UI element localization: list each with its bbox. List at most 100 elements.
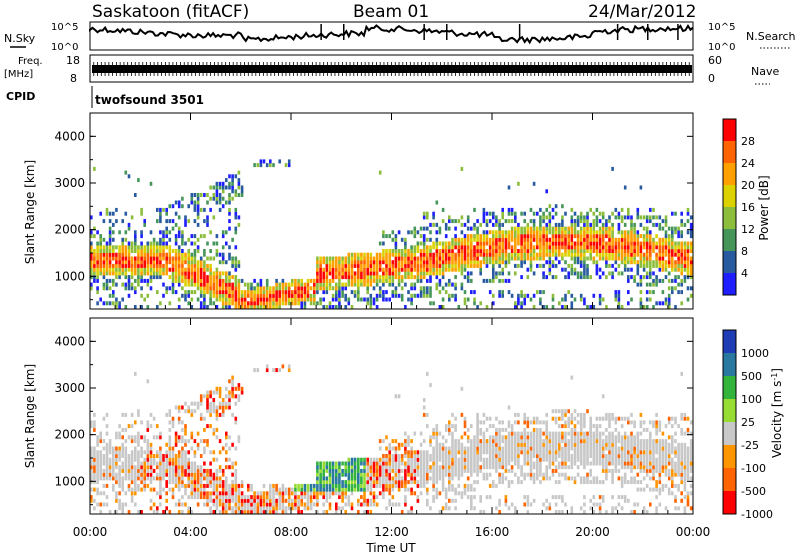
heatmap-cell [287,282,291,287]
heatmap-cell [542,234,545,239]
heatmap-cell [473,237,476,242]
heatmap-cell [605,249,608,253]
heatmap-cell [177,226,181,231]
heatmap-cell [558,252,561,257]
heatmap-cell [567,237,570,242]
heatmap-cell [435,465,439,470]
heatmap-cell [444,245,448,250]
heatmap-cell [551,450,555,455]
heatmap-cell [677,260,680,265]
heatmap-cell [529,263,533,268]
heatmap-cell [545,465,548,470]
heatmap-cell [184,252,187,257]
heatmap-cell [177,263,181,268]
heatmap-cell [127,278,131,283]
heatmap-cell [583,226,586,231]
heatmap-cell [457,468,461,473]
heatmap-cell [586,454,589,458]
heatmap-cell [686,256,690,261]
heatmap-cell [435,200,439,205]
heatmap-cell [451,468,454,473]
heatmap-cell [187,252,190,257]
heatmap-cell [121,241,124,246]
heatmap-cell [598,211,602,216]
heatmap-cell [234,510,238,514]
heatmap-cell [579,237,583,242]
heatmap-cell [394,271,398,276]
heatmap-cell [501,241,504,246]
heatmap-cell [514,305,517,309]
heatmap-cell [269,159,272,164]
heatmap-cell [589,305,592,309]
heatmap-cell [642,245,646,250]
heatmap-cell [272,495,275,500]
heatmap-cell [156,245,159,250]
heatmap-cell [526,472,530,477]
heatmap-cell [177,305,181,309]
heatmap-cell [463,252,467,257]
heatmap-cell [93,267,96,272]
heatmap-cell [265,510,269,514]
heatmap-cell [99,252,102,257]
heatmap-cell [601,234,605,239]
heatmap-cell [199,465,203,470]
heatmap-cell [448,498,451,503]
heatmap-cell [294,491,297,496]
heatmap-cell [674,252,677,257]
heatmap-cell [466,278,470,283]
heatmap-cell [159,271,162,276]
heatmap-cell [382,234,385,239]
heatmap-cell [655,275,658,280]
heatmap-cell [228,252,231,257]
heatmap-cell [438,267,442,272]
heatmap-cell [551,237,555,242]
heatmap-cell [105,260,109,265]
heatmap-cell [451,263,454,268]
heatmap-cell [441,468,445,473]
heatmap-cell [357,480,360,485]
nsearch-tick-bottom: 10^0 [708,42,735,53]
heatmap-cell [243,495,247,500]
heatmap-cell [174,405,178,410]
heatmap-cell [554,263,558,268]
heatmap-cell [667,271,671,276]
heatmap-cell [579,424,583,429]
heatmap-cell [686,263,690,268]
heatmap-cell [360,461,363,466]
heatmap-cell [539,439,542,444]
heatmap-cell [454,245,457,250]
heatmap-cell [256,510,260,514]
heatmap-cell [168,409,172,414]
heatmap-cell [466,461,470,466]
heatmap-cell [529,226,533,231]
heatmap-cell [265,491,269,496]
heatmap-cell [363,267,366,272]
heatmap-cell [225,506,228,511]
heatmap-cell [463,245,467,250]
heatmap-cell [410,476,413,481]
heatmap-cell [143,271,146,276]
heatmap-cell [561,267,564,272]
heatmap-cell [243,498,247,503]
heatmap-cell [438,282,442,287]
heatmap-cell [338,256,341,261]
heatmap-cell [196,193,200,197]
heatmap-cell [514,510,517,514]
heatmap-cell [435,468,439,473]
heatmap-cell [536,454,539,458]
heatmap-cell [366,271,369,276]
heatmap-cell [347,502,351,507]
heatmap-cell [645,260,649,265]
heatmap-cell [240,305,244,309]
heatmap-cell [115,446,118,451]
heatmap-cell [488,442,492,447]
heatmap-cell [388,461,391,466]
heatmap-cell [196,476,200,481]
heatmap-cell [671,260,674,265]
heatmap-cell [181,435,184,440]
heatmap-cell [199,412,203,417]
heatmap-cell [539,230,542,235]
heatmap-cell [234,211,238,216]
heatmap-cell [272,491,275,496]
heatmap-cell [203,271,206,276]
